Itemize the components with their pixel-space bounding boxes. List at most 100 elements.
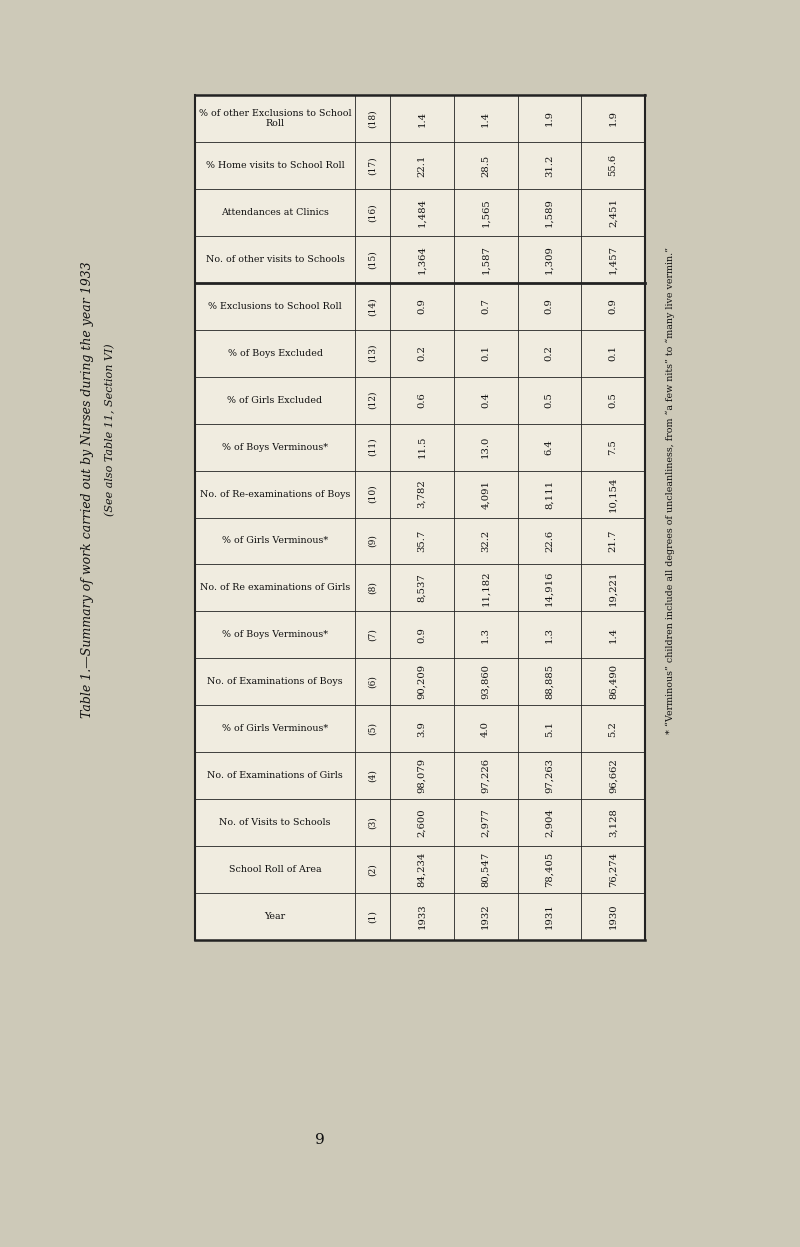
Text: No. of Examinations of Girls: No. of Examinations of Girls: [207, 771, 343, 781]
Text: * “Verminous” children include all degrees of uncleanliness, from “a few nits” t: * “Verminous” children include all degre…: [666, 247, 674, 733]
Text: 0.9: 0.9: [609, 298, 618, 314]
Text: % of other Exclusions to School
Roll: % of other Exclusions to School Roll: [198, 108, 351, 128]
Text: 93,860: 93,860: [481, 665, 490, 700]
Text: No. of other visits to Schools: No. of other visits to Schools: [206, 254, 345, 264]
Text: 90,209: 90,209: [418, 665, 426, 700]
Text: 1,309: 1,309: [545, 244, 554, 274]
Text: 97,263: 97,263: [545, 758, 554, 793]
Text: % of Boys Verminous*: % of Boys Verminous*: [222, 443, 328, 451]
Text: % Exclusions to School Roll: % Exclusions to School Roll: [208, 302, 342, 311]
Text: 1.4: 1.4: [418, 111, 426, 126]
Text: (1): (1): [368, 910, 377, 923]
Text: (See also Table 11, Section VI): (See also Table 11, Section VI): [105, 344, 115, 516]
Text: 21.7: 21.7: [609, 530, 618, 552]
Text: 1.4: 1.4: [481, 111, 490, 126]
Text: No. of Re-examinations of Boys: No. of Re-examinations of Boys: [200, 490, 350, 499]
Text: 5.1: 5.1: [545, 721, 554, 737]
Text: 1,589: 1,589: [545, 198, 554, 227]
Text: (5): (5): [368, 722, 377, 736]
Text: 0.9: 0.9: [418, 298, 426, 314]
Text: 13.0: 13.0: [481, 436, 490, 458]
Text: 11.5: 11.5: [418, 436, 426, 459]
Text: 0.7: 0.7: [481, 298, 490, 314]
Text: 2,904: 2,904: [545, 808, 554, 837]
Text: 6.4: 6.4: [545, 439, 554, 455]
Text: No. of Re examinations of Girls: No. of Re examinations of Girls: [200, 584, 350, 592]
Text: 32.2: 32.2: [481, 530, 490, 552]
Text: 96,662: 96,662: [609, 758, 618, 793]
Text: 84,234: 84,234: [418, 852, 426, 888]
Text: (13): (13): [368, 344, 377, 363]
Text: 3,128: 3,128: [609, 808, 618, 837]
Text: 97,226: 97,226: [481, 758, 490, 793]
Text: (14): (14): [368, 297, 377, 315]
Text: 19,221: 19,221: [609, 570, 618, 606]
Text: 31.2: 31.2: [545, 155, 554, 177]
Text: 9: 9: [315, 1134, 325, 1147]
Text: 1930: 1930: [609, 904, 618, 929]
Text: 5.2: 5.2: [609, 721, 618, 737]
Text: 7.5: 7.5: [609, 439, 618, 455]
Text: (4): (4): [368, 769, 377, 782]
Text: 1.9: 1.9: [545, 111, 554, 126]
Text: (8): (8): [368, 581, 377, 595]
Text: 2,451: 2,451: [609, 198, 618, 227]
Text: 2,977: 2,977: [481, 808, 490, 837]
Text: (11): (11): [368, 438, 377, 456]
Text: No. of Examinations of Boys: No. of Examinations of Boys: [207, 677, 343, 686]
Text: 2,600: 2,600: [418, 808, 426, 837]
Text: 1,457: 1,457: [609, 244, 618, 274]
Text: 4,091: 4,091: [481, 480, 490, 509]
Text: (2): (2): [368, 863, 377, 875]
Text: 78,405: 78,405: [545, 852, 554, 887]
Text: 4.0: 4.0: [481, 721, 490, 737]
Text: Table 1.—Summary of work carried out by Nurses during the year 1933: Table 1.—Summary of work carried out by …: [82, 262, 94, 718]
Text: 0.5: 0.5: [609, 393, 618, 408]
Text: % of Girls Verminous*: % of Girls Verminous*: [222, 725, 328, 733]
Text: 0.2: 0.2: [545, 345, 554, 362]
Text: 1,587: 1,587: [481, 244, 490, 274]
Text: 1,364: 1,364: [418, 244, 426, 274]
Text: (12): (12): [368, 390, 377, 409]
Text: (10): (10): [368, 485, 377, 504]
Text: School Roll of Area: School Roll of Area: [229, 865, 322, 874]
Text: (17): (17): [368, 156, 377, 175]
Text: (6): (6): [368, 676, 377, 688]
Text: 22.1: 22.1: [418, 155, 426, 177]
Text: (18): (18): [368, 110, 377, 127]
Text: (3): (3): [368, 817, 377, 829]
Text: (9): (9): [368, 535, 377, 547]
Text: No. of Visits to Schools: No. of Visits to Schools: [219, 818, 330, 827]
Text: 1933: 1933: [418, 904, 426, 929]
Text: 10,154: 10,154: [609, 476, 618, 511]
Text: 0.2: 0.2: [418, 345, 426, 362]
Bar: [195, 95, 645, 940]
Text: % of Girls Excluded: % of Girls Excluded: [227, 395, 322, 404]
Text: Attendances at Clinics: Attendances at Clinics: [221, 208, 329, 217]
Text: 1931: 1931: [545, 904, 554, 929]
Text: 35.7: 35.7: [418, 530, 426, 552]
Text: 1,565: 1,565: [481, 198, 490, 227]
Text: 3,782: 3,782: [418, 480, 426, 509]
Text: (7): (7): [368, 628, 377, 641]
Text: 0.1: 0.1: [481, 345, 490, 362]
Text: 1,484: 1,484: [418, 198, 426, 227]
Text: 76,274: 76,274: [609, 852, 618, 887]
Text: 11,182: 11,182: [481, 570, 490, 606]
Text: (16): (16): [368, 203, 377, 222]
Text: 55.6: 55.6: [609, 155, 618, 177]
Text: 0.1: 0.1: [609, 345, 618, 362]
Text: % Home visits to School Roll: % Home visits to School Roll: [206, 161, 344, 170]
Text: 3.9: 3.9: [418, 721, 426, 737]
Text: 14,916: 14,916: [545, 570, 554, 606]
Text: (15): (15): [368, 249, 377, 268]
Text: 0.5: 0.5: [545, 393, 554, 408]
Text: 80,547: 80,547: [481, 852, 490, 887]
Text: 0.4: 0.4: [481, 392, 490, 408]
Text: 22.6: 22.6: [545, 530, 554, 552]
Text: 86,490: 86,490: [609, 665, 618, 700]
Text: 8,537: 8,537: [418, 574, 426, 602]
Text: 1.3: 1.3: [481, 627, 490, 643]
Text: 1.3: 1.3: [545, 627, 554, 643]
Text: % of Girls Verminous*: % of Girls Verminous*: [222, 536, 328, 545]
